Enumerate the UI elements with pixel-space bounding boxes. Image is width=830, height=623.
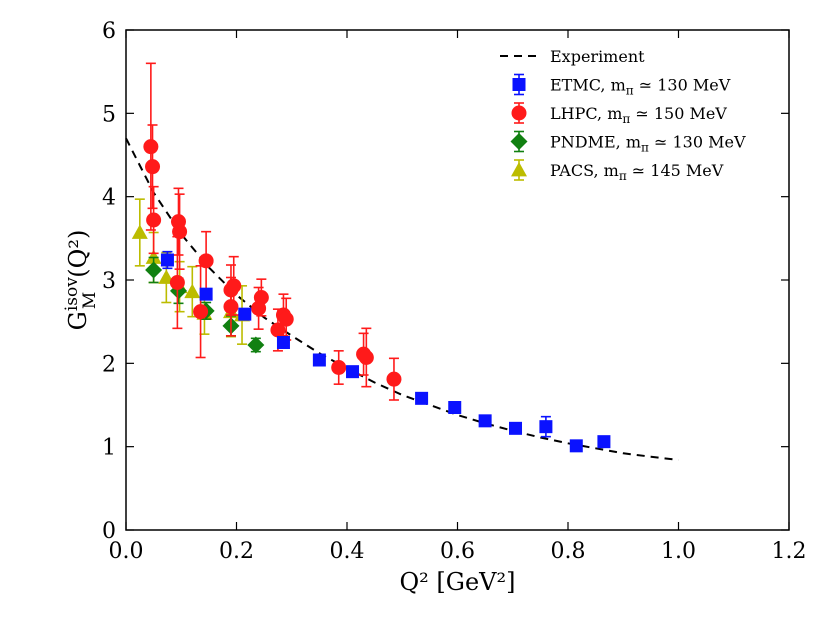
legend-marker [510, 133, 528, 150]
data-point [238, 307, 252, 321]
data-point [145, 261, 163, 279]
data-point [199, 287, 213, 301]
data-point [415, 391, 429, 405]
plot-area [125, 62, 679, 461]
legend-mass-value: 145 MeV [650, 161, 723, 180]
x-tick-label: 1.0 [661, 539, 696, 564]
legend-mass-value: 150 MeV [654, 104, 727, 123]
legend-mass-sub: π [626, 84, 634, 98]
y-axis-title-sub: M [80, 292, 100, 309]
legend-label: PNDME, mπ ≃ 130 MeV [550, 133, 746, 155]
legend-name: ETMC, [550, 76, 611, 95]
legend-name: PACS, [550, 161, 604, 180]
y-tick-label: 2 [102, 352, 116, 377]
data-point [478, 414, 492, 428]
data-point [251, 300, 267, 316]
data-point [270, 322, 286, 338]
data-point [247, 336, 265, 354]
legend-label: ETMC, mπ ≃ 130 MeV [550, 76, 731, 98]
legend-item-diamond: PNDME, mπ ≃ 130 MeV [510, 130, 746, 155]
legend-name: PNDME, [550, 133, 626, 152]
legend-mass-sub: π [622, 112, 630, 126]
legend-name: LHPC, [550, 104, 607, 123]
legend-mass-value: 130 MeV [657, 76, 730, 95]
y-tick-label: 3 [102, 269, 116, 294]
data-point [193, 304, 209, 320]
legend-mass-symbol: m [611, 76, 626, 95]
y-tick-label: 6 [102, 19, 116, 44]
legend-mass-symbol: m [607, 104, 622, 123]
series-square [160, 250, 611, 453]
y-tick-label: 1 [102, 436, 116, 461]
legend-label: PACS, mπ ≃ 145 MeV [550, 161, 724, 183]
legend-mass-symbol: m [626, 133, 641, 152]
y-axis-title: GisovM (Q²) [62, 230, 100, 331]
legend-marker [511, 105, 527, 121]
legend-mass-sub: π [619, 169, 627, 183]
data-point [509, 421, 523, 435]
y-axis-title-base: G [64, 311, 92, 330]
axes: 0.0 0.2 0.4 0.6 0.8 1.0 1.2 0 1 2 3 4 5 6 Q² [GeV²] Gis… [62, 19, 807, 596]
legend-item-circle: LHPC, mπ ≃ 150 MeV [511, 102, 727, 126]
legend-mass-rel: ≃ [649, 133, 673, 152]
legend-label: LHPC, mπ ≃ 150 MeV [550, 104, 727, 126]
data-point [276, 336, 290, 349]
legend-mass-rel: ≃ [634, 76, 658, 95]
x-tick-label: 0.6 [440, 539, 475, 564]
data-point [597, 435, 611, 449]
y-tick-label: 5 [102, 102, 116, 127]
x-tick-label: 0.2 [219, 539, 254, 564]
series-circle [143, 62, 402, 401]
data-point [131, 224, 148, 239]
data-point [198, 253, 214, 269]
y-axis-title-arg: (Q²) [64, 230, 92, 278]
x-tick-label: 0.0 [109, 539, 144, 564]
legend-item-experiment: Experiment [500, 47, 645, 66]
x-axis-title: Q² [GeV²] [400, 568, 516, 596]
data-point [143, 139, 159, 155]
legend-item-square: ETMC, mπ ≃ 130 MeV [512, 73, 731, 98]
x-tick-label: 0.4 [330, 539, 365, 564]
x-tick-label: 1.2 [772, 539, 807, 564]
y-axis-title-sup: isov [62, 277, 82, 311]
data-point [278, 311, 294, 327]
data-point [226, 278, 242, 294]
data-point [223, 299, 239, 315]
data-point [386, 371, 402, 387]
data-point [172, 224, 188, 240]
x-tick-label: 0.8 [551, 539, 586, 564]
legend-mass-symbol: m [604, 161, 619, 180]
data-point [448, 401, 462, 414]
data-point [569, 439, 583, 453]
data-point [539, 420, 553, 434]
y-tick-label: 4 [102, 186, 116, 211]
data-point [331, 360, 347, 375]
legend-marker [511, 162, 527, 177]
legend-mass-rel: ≃ [627, 161, 651, 180]
legend-mass-sub: π [641, 141, 649, 155]
data-point [358, 350, 374, 365]
data-point [146, 212, 162, 228]
data-point [346, 365, 360, 379]
legend-marker [512, 78, 526, 91]
data-point [145, 159, 161, 175]
legend-mass-value: 130 MeV [672, 133, 745, 152]
y-tick-label: 0 [102, 519, 116, 544]
legend-mass-rel: ≃ [630, 104, 654, 123]
data-point [312, 353, 326, 367]
data-point [160, 253, 174, 267]
experiment-curve [125, 137, 679, 461]
data-point [169, 275, 185, 290]
legend-label: Experiment [550, 47, 645, 66]
data-point [184, 283, 201, 299]
legend-item-triangle: PACS, mπ ≃ 145 MeV [511, 159, 724, 183]
